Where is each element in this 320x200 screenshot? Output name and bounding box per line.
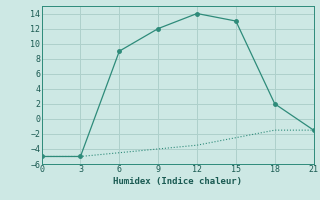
X-axis label: Humidex (Indice chaleur): Humidex (Indice chaleur) bbox=[113, 177, 242, 186]
